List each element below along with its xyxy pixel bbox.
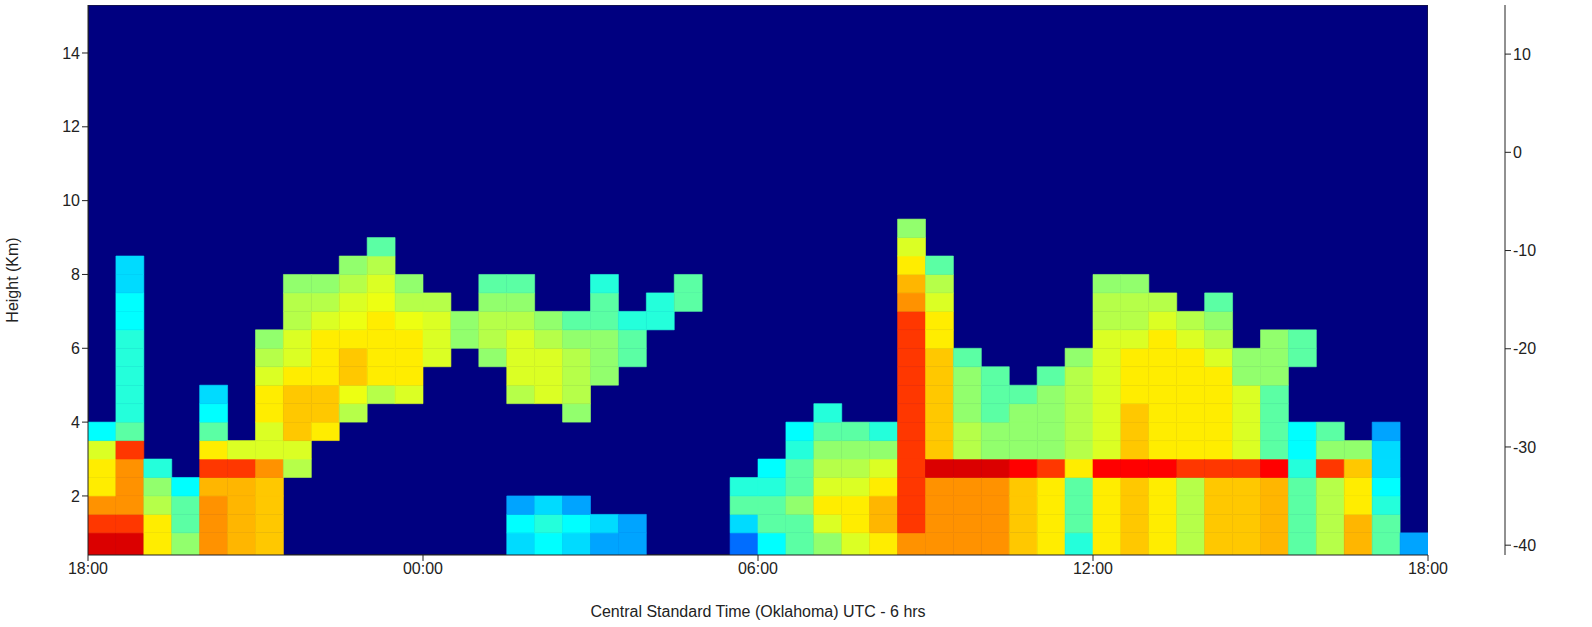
svg-text:6: 6 bbox=[71, 340, 80, 357]
svg-text:-20: -20 bbox=[1513, 340, 1536, 357]
svg-text:18:00: 18:00 bbox=[68, 560, 108, 577]
svg-text:-40: -40 bbox=[1513, 537, 1536, 554]
svg-text:-30: -30 bbox=[1513, 439, 1536, 456]
svg-text:-10: -10 bbox=[1513, 242, 1536, 259]
svg-text:12:00: 12:00 bbox=[1073, 560, 1113, 577]
svg-text:06:00: 06:00 bbox=[738, 560, 778, 577]
svg-text:0: 0 bbox=[1513, 144, 1522, 161]
svg-text:4: 4 bbox=[71, 414, 80, 431]
svg-text:Central Standard Time (Oklahom: Central Standard Time (Oklahoma) UTC - 6… bbox=[590, 603, 925, 620]
svg-text:8: 8 bbox=[71, 266, 80, 283]
svg-text:12: 12 bbox=[62, 118, 80, 135]
svg-text:Height (Km): Height (Km) bbox=[4, 237, 21, 322]
svg-text:14: 14 bbox=[62, 45, 80, 62]
svg-text:2: 2 bbox=[71, 488, 80, 505]
svg-text:10: 10 bbox=[62, 192, 80, 209]
svg-text:18:00: 18:00 bbox=[1408, 560, 1448, 577]
svg-text:10: 10 bbox=[1513, 46, 1531, 63]
svg-text:00:00: 00:00 bbox=[403, 560, 443, 577]
